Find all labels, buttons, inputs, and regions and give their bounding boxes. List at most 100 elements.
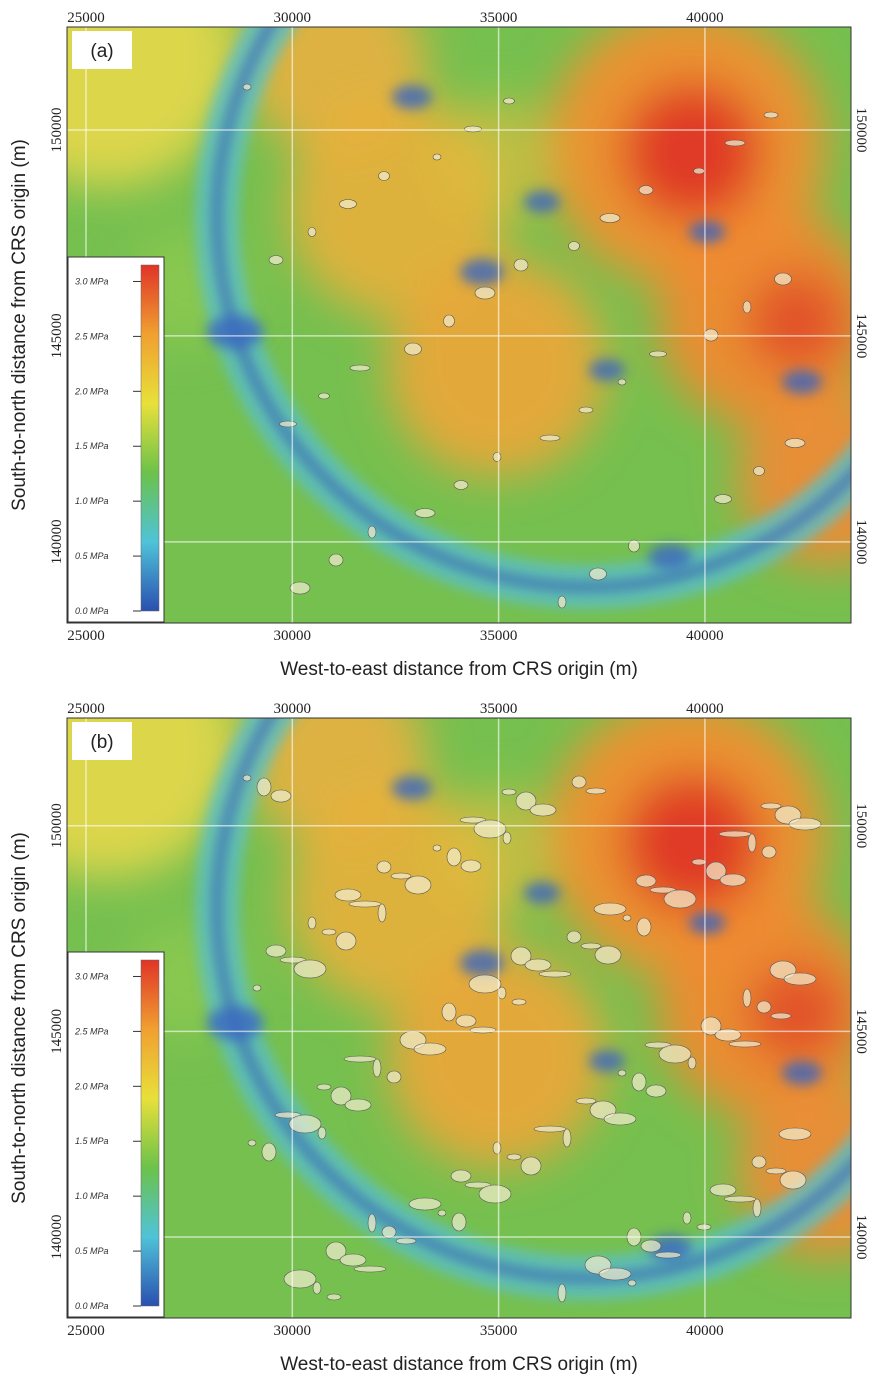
landslide-patch <box>631 1072 647 1092</box>
landslide-patch <box>783 972 817 986</box>
colorbar-tick-label: 2.0 MPa <box>74 386 109 396</box>
landslide-patch <box>709 1183 737 1197</box>
landslide-patch <box>753 466 765 476</box>
colorbar <box>140 959 160 1307</box>
landslide-patch <box>628 539 640 553</box>
landslide-patch <box>468 974 502 994</box>
landslide-patch <box>344 1098 372 1112</box>
landslide-patch <box>568 241 580 251</box>
landslide-patch <box>520 1156 542 1176</box>
y-tick-label: 150000 <box>853 107 869 152</box>
colorbar-tick-label: 2.5 MPa <box>74 331 109 341</box>
x-tick-label: 30000 <box>274 701 312 717</box>
stress-blob <box>387 948 607 1168</box>
landslide-patch <box>533 1125 567 1133</box>
x-tick-label: 35000 <box>480 628 518 644</box>
landslide-patch <box>718 830 752 838</box>
landslide-patch <box>453 480 469 490</box>
y-tick-label: 150000 <box>853 803 869 848</box>
y-axis-label: South-to-north distance from CRS origin … <box>9 832 30 1204</box>
stress-ring <box>212 27 851 592</box>
plot-frame <box>66 26 852 624</box>
landslide-patch <box>441 1002 457 1022</box>
landslide-patch <box>760 802 782 810</box>
landslide-patch <box>307 916 317 930</box>
landslide-patch <box>575 1097 597 1105</box>
landslide-patch <box>390 872 412 880</box>
y-axis-label: South-to-north distance from CRS origin … <box>9 139 30 511</box>
low-stress-spot <box>524 191 560 213</box>
landslide-patch <box>649 350 667 358</box>
landslide-patch <box>645 1084 667 1098</box>
landslide-patch <box>378 171 390 181</box>
landslide-patch <box>585 787 607 795</box>
landslide-patch <box>326 1293 342 1301</box>
landslide-patch <box>464 125 482 133</box>
x-axis-label: West-to-east distance from CRS origin (m… <box>280 659 638 680</box>
landslide-patch <box>599 213 621 223</box>
landslide-patch <box>404 342 422 356</box>
landslide-patch <box>638 185 654 195</box>
landslide-patch <box>307 227 317 237</box>
landslide-patch <box>617 1069 627 1077</box>
landslide-patch <box>289 581 311 595</box>
landslide-patch <box>510 946 532 966</box>
landslide-patch <box>288 1114 322 1134</box>
landslide-patch <box>437 1209 447 1217</box>
landslide-patch <box>318 392 330 400</box>
landslide-patch <box>279 420 297 428</box>
stress-blob <box>387 257 607 477</box>
landslide-patch <box>443 314 455 328</box>
landslide-patch <box>334 888 362 902</box>
landslide-patch <box>603 1112 637 1126</box>
landslide-patch <box>502 831 512 845</box>
landslide-patch <box>580 942 602 950</box>
landslide-patch <box>293 959 327 979</box>
landslide-patch <box>455 1014 477 1028</box>
y-tick-label: 140000 <box>49 1214 65 1259</box>
landslide-patch <box>594 945 622 965</box>
landslide-patch <box>501 788 517 796</box>
landslide-patch <box>640 1239 662 1253</box>
colorbar-tick-label: 3.0 MPa <box>75 276 109 286</box>
landslide-patch <box>474 286 496 300</box>
y-tick-label: 140000 <box>853 519 869 564</box>
landslide-patch <box>682 1211 692 1225</box>
landslide-patch <box>714 494 732 504</box>
landslide-patch <box>478 1184 512 1204</box>
landslide-patch <box>742 988 752 1008</box>
y-tick-label: 150000 <box>49 107 65 152</box>
landslide-patch <box>635 874 657 888</box>
landslide-patch <box>353 1265 387 1273</box>
x-tick-label: 35000 <box>480 701 518 717</box>
colorbar-tick-label: 1.5 MPa <box>75 441 109 451</box>
landslide-patch <box>529 803 557 817</box>
y-tick-label: 140000 <box>853 1214 869 1259</box>
landslide-patch <box>687 1056 697 1070</box>
low-stress-spot <box>689 912 725 934</box>
landslide-patch <box>432 844 442 852</box>
colorbar-tick-label: 0.0 MPa <box>75 606 109 616</box>
landslide-patch <box>321 928 337 936</box>
landslide-patch <box>571 775 587 789</box>
landslide-patch <box>261 1142 277 1162</box>
x-tick-label: 35000 <box>480 1323 518 1339</box>
landslide-patch <box>270 789 292 803</box>
landslide-patch <box>538 970 572 978</box>
landslide-patch <box>761 845 777 859</box>
x-tick-label: 30000 <box>274 1323 312 1339</box>
landslide-patch <box>658 1044 692 1064</box>
landslide-patch <box>598 1267 632 1281</box>
y-tick-label: 145000 <box>853 1009 869 1054</box>
low-stress-spot <box>460 949 504 977</box>
landslide-patch <box>515 791 537 811</box>
x-tick-label: 40000 <box>686 628 724 644</box>
low-stress-spot <box>589 1050 625 1072</box>
landslide-patch <box>524 958 552 972</box>
landslide-patch <box>349 364 371 372</box>
landslide-patch <box>696 1223 712 1231</box>
landslide-patch <box>268 255 284 265</box>
low-stress-spot <box>782 1061 822 1085</box>
panel-label: (a) <box>90 41 113 62</box>
